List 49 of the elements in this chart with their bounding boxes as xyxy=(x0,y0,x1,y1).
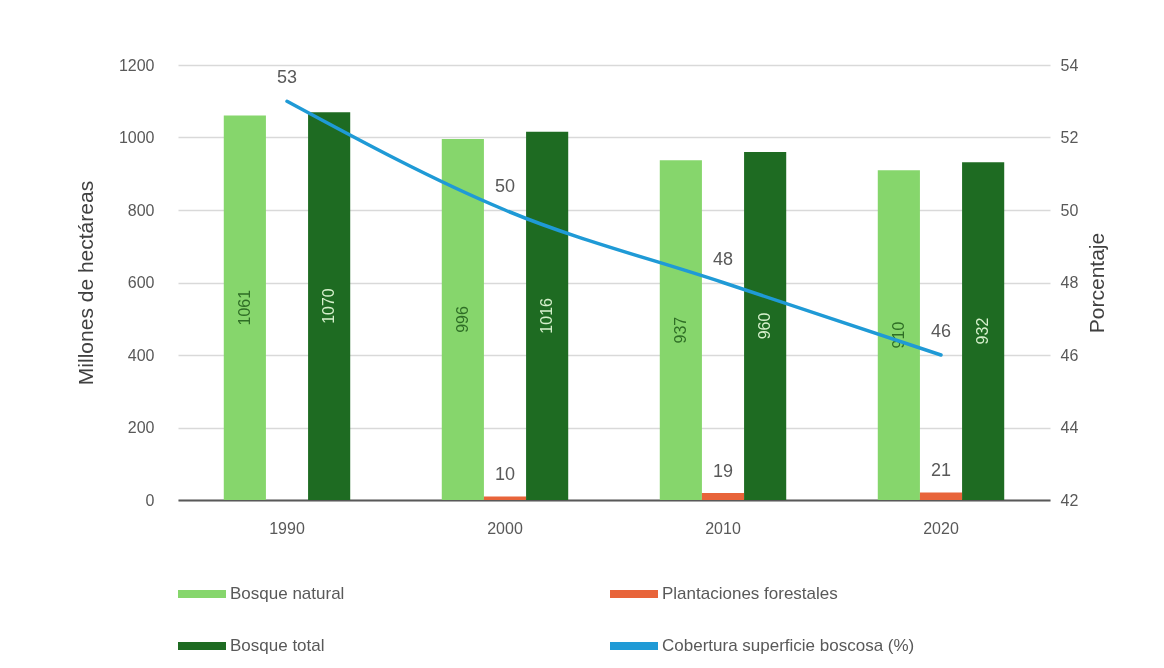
legend-label: Cobertura superficie boscosa (%) xyxy=(662,636,915,655)
data-label: 1061 xyxy=(235,289,253,326)
bar xyxy=(919,492,963,500)
y2-tick-label: 52 xyxy=(1060,129,1079,146)
bar xyxy=(659,160,702,500)
legend-label: Plantaciones forestales xyxy=(662,584,838,603)
data-label: 21 xyxy=(930,460,952,481)
data-label: 1070 xyxy=(320,288,338,324)
data-label: 50 xyxy=(494,176,516,196)
bar xyxy=(962,162,1005,500)
x-tick-label: 1990 xyxy=(269,519,305,537)
data-label: 996 xyxy=(453,306,471,333)
x-tick-label: 2020 xyxy=(923,519,959,537)
bar xyxy=(526,131,569,500)
data-label: 960 xyxy=(756,312,774,340)
y2-tick-label: 54 xyxy=(1060,56,1079,74)
bar xyxy=(483,496,527,500)
bar xyxy=(308,112,351,500)
x-tick-label: 2000 xyxy=(487,519,523,537)
legend-label: Bosque natural xyxy=(230,584,345,603)
data-label: 48 xyxy=(712,248,734,269)
x-tick-label: 2010 xyxy=(705,519,741,537)
data-label: 1016 xyxy=(538,297,556,334)
y-tick-label: 1000 xyxy=(118,129,155,146)
data-label: 937 xyxy=(671,316,689,344)
y-tick-label: 800 xyxy=(127,201,155,219)
y2-tick-label: 44 xyxy=(1060,419,1079,436)
y2-tick-label: 48 xyxy=(1060,274,1079,291)
y-tick-label: 200 xyxy=(127,419,155,436)
data-label: 53 xyxy=(276,67,298,88)
y-axis-title: Millones de hectáreas xyxy=(73,180,97,386)
y-tick-label: 0 xyxy=(145,491,155,509)
legend-label: Bosque total xyxy=(230,636,325,655)
bar xyxy=(701,493,745,500)
y2-tick-label: 50 xyxy=(1060,201,1079,219)
y-tick-label: 600 xyxy=(127,274,155,291)
y2-tick-label: 42 xyxy=(1060,491,1079,509)
bar xyxy=(877,170,920,500)
y-tick-label: 1200 xyxy=(118,56,155,74)
y-tick-label: 400 xyxy=(127,346,155,364)
y2-tick-label: 46 xyxy=(1060,346,1079,364)
data-label: 19 xyxy=(712,461,734,482)
bar xyxy=(223,115,266,500)
data-label: 932 xyxy=(974,317,992,345)
bar xyxy=(744,152,787,500)
data-label: 10 xyxy=(494,464,516,485)
data-label: 46 xyxy=(930,321,952,341)
y2-axis-title: Porcentaje xyxy=(1085,232,1109,334)
bar xyxy=(441,138,484,500)
